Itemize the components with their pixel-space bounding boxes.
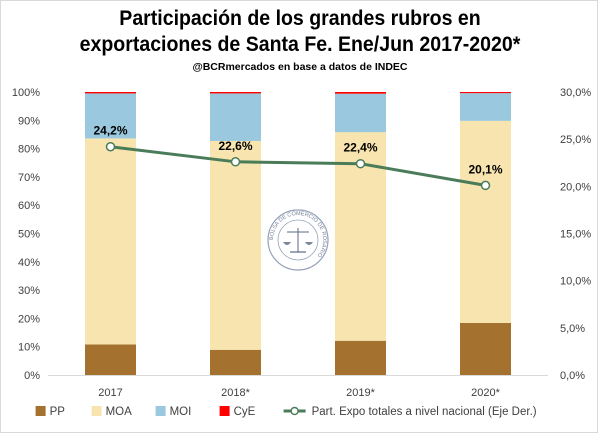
watermark-seal-outer [267,209,329,271]
y-right-tick-label: 20,0% [560,181,591,193]
bar-moa-1 [210,140,261,350]
line-data-label-0: 24,2% [93,124,127,138]
y-right-tick-label: 5,0% [560,323,585,335]
bar-cye-0 [85,92,136,94]
bar-pp-0 [85,344,136,375]
y-left-tick-label: 60% [18,200,40,212]
watermark-scale-pan-left [283,242,291,245]
legend-label-cye: CyE [234,406,256,418]
x-tick-label: 2019* [346,387,375,399]
y-left-tick-label: 80% [18,144,40,156]
y-left-tick-label: 50% [18,229,40,241]
y-right-tick-label: 25,0% [560,134,591,146]
legend-swatch-moa [91,406,102,416]
x-tick-label: 2020* [471,387,500,399]
line-data-label-2: 22,4% [343,141,377,155]
bar-pp-3 [460,322,511,375]
legend-line-marker [290,406,299,416]
y-left-tick-label: 20% [18,313,40,325]
bar-pp-2 [335,340,386,375]
line-point-3 [480,180,491,191]
bar-cye-1 [210,92,261,94]
bar-cye-3 [460,92,511,94]
y-left-tick-label: 10% [18,342,40,354]
bar-moi-1 [210,93,261,141]
x-tick-label: 2018* [221,387,250,399]
line-point-2 [355,158,366,169]
y-right-tick-label: 15,0% [560,229,591,241]
legend-label-pp: PP [50,406,66,418]
legend-swatch-cye [219,406,230,416]
bar-moa-3 [460,120,511,323]
y-right-tick-label: 10,0% [560,276,591,288]
bar-pp-1 [210,349,261,375]
y-left-tick-label: 100% [12,87,40,99]
chart-title: Participación de los grandes rubros en e… [21,6,579,58]
legend-label-moa: MOA [106,406,133,418]
line-point-0 [105,141,116,152]
bar-moi-2 [335,93,386,133]
legend-label-moi: MOI [170,406,192,418]
chart-title-line-2: exportaciones de Santa Fe. Ene/Jun 2017-… [79,33,521,56]
x-tick-label: 2017 [98,387,122,399]
y-left-tick-label: 30% [18,285,40,297]
legend-swatch-moi [155,406,166,416]
bar-moi-0 [85,93,136,139]
watermark-scale-pan-right [305,242,313,245]
legend-swatch-pp [35,406,46,416]
chart-subtitle: @BCRmercados en base a datos de INDEC [192,61,408,73]
line-data-label-3: 20,1% [468,162,502,176]
line-series-path [110,145,486,187]
watermark-seal-inner [277,219,319,261]
y-left-tick-label: 90% [18,115,40,127]
line-data-label-1: 22,6% [218,139,252,153]
y-left-tick-label: 70% [18,172,40,184]
chart-title-line-1: Participación de los grandes rubros en [119,7,481,30]
y-left-tick-label: 0% [24,370,40,382]
bar-moa-0 [85,138,136,345]
y-right-tick-label: 0,0% [560,370,585,382]
legend-label-line: Part. Expo totales a nivel nacional (Eje… [312,406,537,418]
bar-cye-2 [335,92,386,94]
y-left-tick-label: 40% [18,257,40,269]
y-right-tick-label: 30,0% [560,87,591,99]
bar-moi-3 [460,93,511,121]
line-point-1 [230,157,241,167]
